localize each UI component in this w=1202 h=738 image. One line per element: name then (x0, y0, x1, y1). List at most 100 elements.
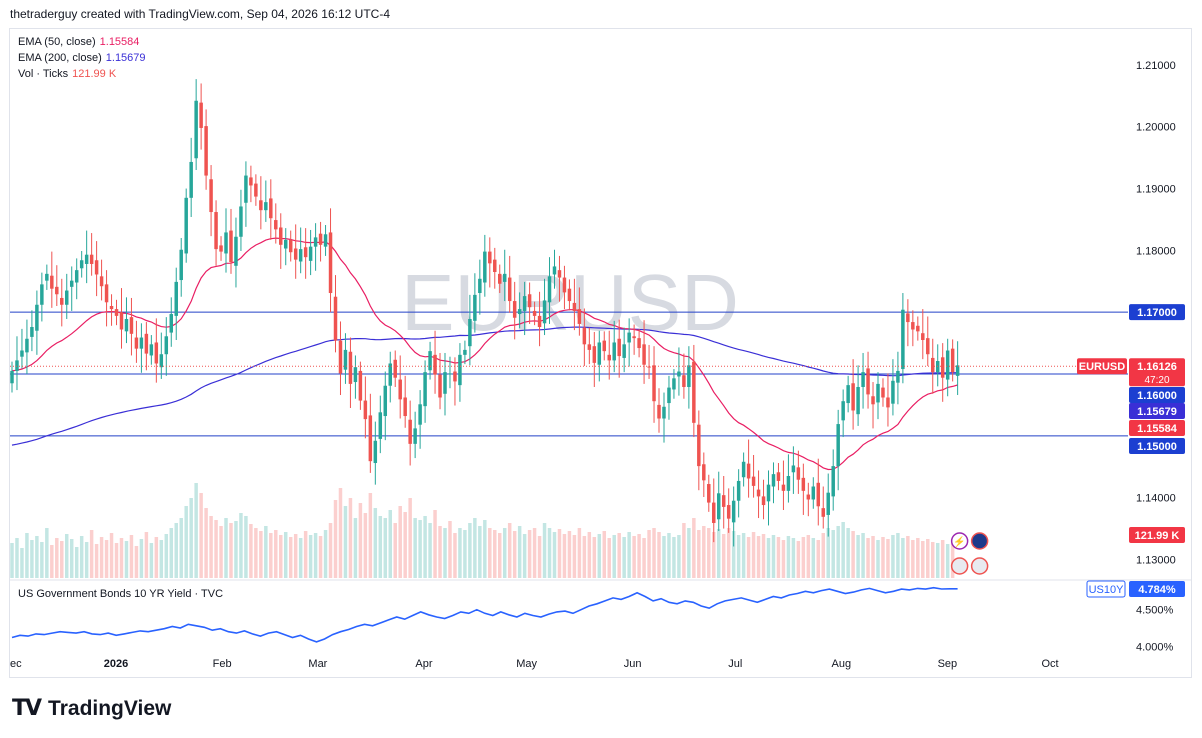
volume-bar (298, 538, 303, 578)
candle-body (283, 239, 288, 249)
volume-bar (45, 528, 49, 578)
candle-body (612, 342, 616, 361)
candle-body (552, 266, 557, 275)
legend-ema50-value: 1.15584 (99, 36, 140, 48)
volume-bar (269, 533, 273, 578)
volume-bar (333, 500, 338, 578)
symbol-label: EURUSD (1079, 361, 1126, 373)
candle-body (542, 300, 547, 324)
candle-body (40, 284, 44, 305)
volume-bar (164, 534, 169, 578)
volume-bar (10, 543, 14, 578)
price-label-level: 1.17000 (1137, 307, 1177, 319)
candle-body (104, 284, 109, 303)
candle-body (69, 280, 74, 287)
candle-body (826, 492, 830, 515)
us-flag-icon (950, 557, 969, 575)
price-label-level: 1.16000 (1137, 390, 1177, 402)
candle-body (328, 232, 333, 294)
candle-body (771, 474, 776, 487)
lower-pane-title: US Government Bonds 10 YR Yield · TVC (18, 588, 224, 600)
price-label-bg-level (1129, 387, 1185, 403)
volume-bar (388, 510, 392, 578)
volume-bar (99, 537, 104, 578)
volume-bar (607, 538, 611, 578)
volume-bar (249, 524, 253, 578)
candle-body (866, 368, 870, 395)
tradingview-logo[interactable]: TV TradingView (12, 696, 171, 721)
volume-bar (756, 536, 761, 578)
candle-body (169, 314, 174, 333)
candle-body (363, 400, 368, 420)
us10y-value-label-bg (1129, 581, 1185, 597)
volume-bar (662, 536, 666, 578)
volume-bar (811, 538, 816, 578)
candle-body (20, 350, 24, 357)
candle-body (677, 371, 681, 377)
candle-body (841, 401, 845, 421)
candle-body (224, 232, 228, 254)
candle-body (498, 273, 502, 284)
volume-bar (926, 539, 930, 578)
candle-body (502, 273, 507, 282)
candle-body (378, 412, 383, 439)
candle-body (602, 340, 607, 352)
candle-body (323, 234, 328, 247)
candle-body (702, 464, 706, 481)
candle-body (587, 344, 592, 350)
candle-body (652, 365, 656, 402)
volume-bar (463, 530, 467, 578)
time-axis-tick: Sep (938, 658, 958, 670)
volume-bar (911, 540, 915, 578)
price-label-bg-ema200 (1129, 403, 1185, 419)
volume-bar (84, 542, 89, 578)
volume-bar (239, 513, 243, 578)
candle-body (512, 301, 517, 318)
legend-volume-value: 121.99 K (72, 68, 117, 80)
volume-bar (438, 526, 442, 578)
candle-body (532, 310, 537, 316)
legend-volume-label: Vol · Ticks (18, 68, 69, 80)
candle-body (662, 406, 666, 419)
candle-body (716, 493, 721, 520)
candle-body (766, 484, 771, 502)
candle-body (79, 260, 84, 269)
price-axis-tick: 1.14000 (1136, 493, 1176, 505)
volume-bar (512, 531, 517, 578)
candle-body (851, 383, 855, 411)
price-label-bg-volume (1129, 527, 1185, 543)
candle-body (796, 467, 801, 480)
candle-body (254, 183, 258, 197)
volume-bar (264, 526, 268, 578)
price-label-bg-level (1129, 438, 1185, 454)
legend-ema200[interactable]: EMA (200, close) 1.15679 (18, 52, 146, 64)
candle-body (896, 370, 900, 383)
legend-ema200-value: 1.15679 (105, 52, 146, 64)
volume-bar (632, 536, 636, 578)
volume-bar (522, 534, 527, 578)
volume-bar (906, 536, 910, 578)
volume-bar (60, 541, 64, 578)
symbol-watermark: EURUSD (401, 258, 739, 347)
legend-ema50[interactable]: EMA (50, close) 1.15584 (18, 36, 139, 48)
volume-bar (647, 530, 651, 578)
candle-body (856, 386, 860, 415)
tradingview-logo-icon: TV (12, 696, 42, 721)
volume-bar (935, 543, 940, 578)
candle-body (806, 494, 811, 500)
volume-bar (189, 498, 193, 578)
volume-bar (597, 534, 602, 578)
volume-bar (194, 483, 198, 578)
price-label-bg-price (1129, 358, 1185, 387)
volume-bar (537, 536, 542, 578)
candle-body (298, 249, 303, 262)
volume-bar (418, 520, 422, 578)
candle-body (721, 495, 726, 507)
volume-bar (69, 539, 74, 578)
volume-bar (119, 538, 124, 578)
volume-bar (378, 516, 383, 578)
candle-body (751, 476, 756, 486)
legend-volume[interactable]: Vol · Ticks 121.99 K (18, 68, 116, 80)
volume-bar (577, 528, 582, 578)
